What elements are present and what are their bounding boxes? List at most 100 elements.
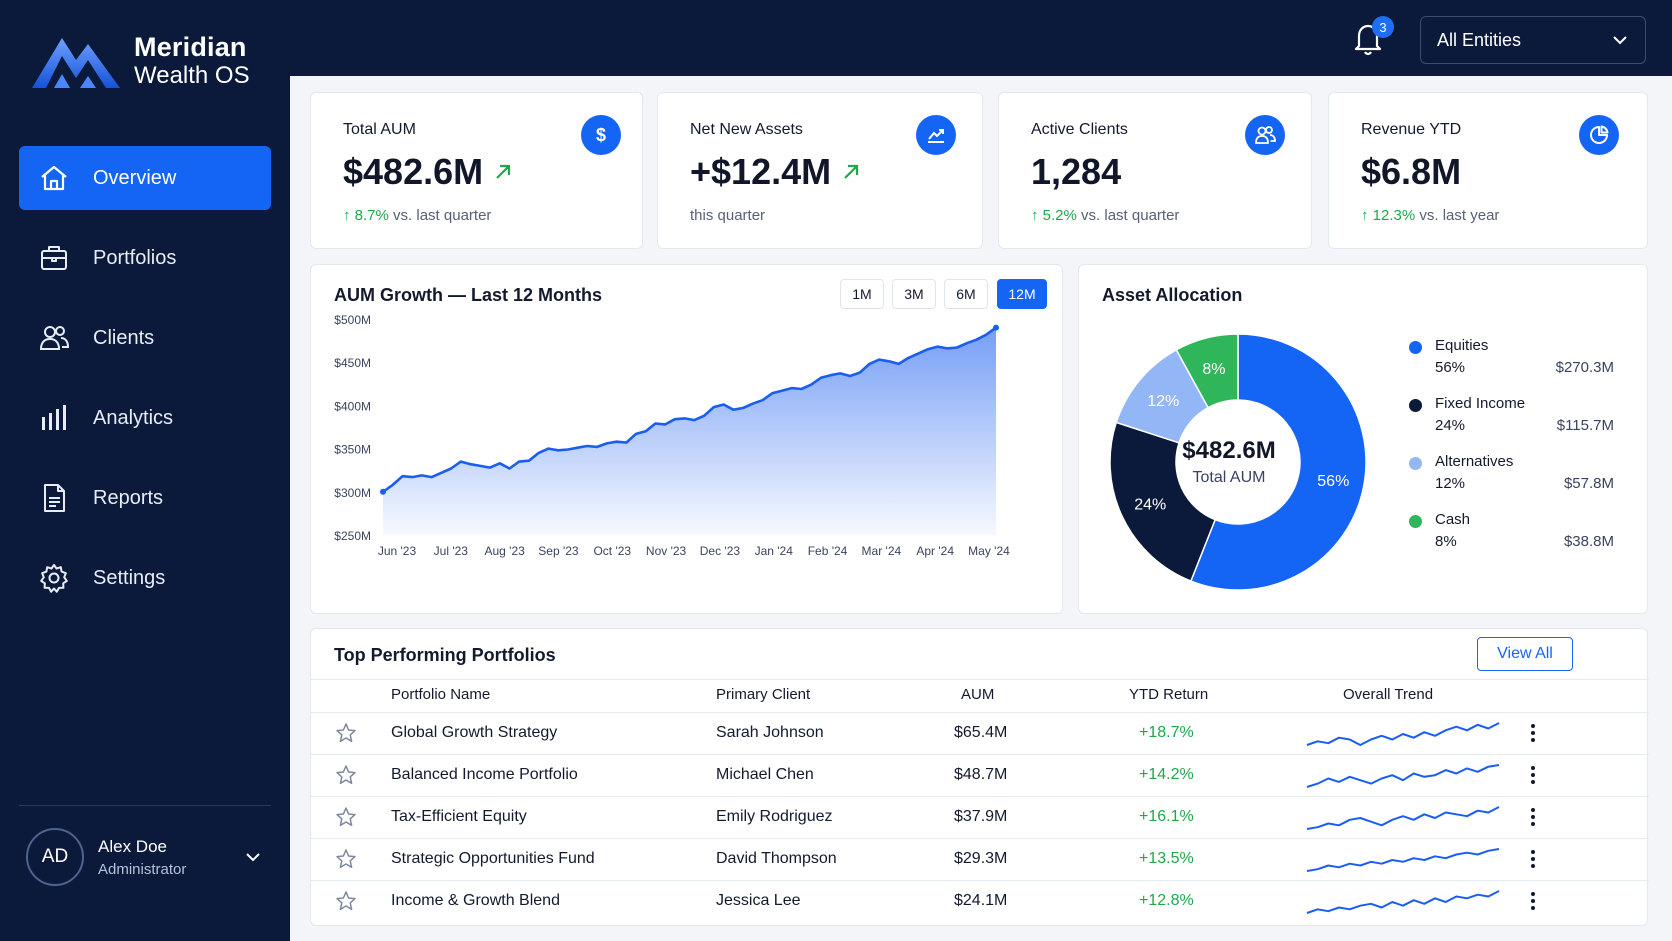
donut-slice-label: 56%	[1317, 473, 1349, 490]
sidebar-item-analytics[interactable]: Analytics	[19, 386, 271, 450]
column-header-primary-client[interactable]: Primary Client	[716, 686, 811, 703]
kpi-change: ↑ 5.2% vs. last quarter	[1031, 207, 1180, 224]
table-row[interactable]: Income & Growth Blend Jessica Lee $24.1M +1…	[311, 880, 1649, 921]
sidebar-item-portfolios[interactable]: Portfolios	[19, 226, 271, 290]
notification-badge: 3	[1372, 16, 1394, 38]
aum-series-line	[382, 326, 997, 493]
aum-growth-chart: $500M $450M $400M $350M $300M $250M Jun '23 Jul…	[334, 313, 1010, 558]
legend-amount: $270.3M	[1555, 359, 1614, 376]
x-tick-label: Dec '23	[700, 544, 741, 558]
portfolio-name[interactable]: Tax-Efficient Equity	[391, 808, 527, 825]
more-options-icon[interactable]	[1523, 805, 1543, 829]
star-icon[interactable]	[335, 890, 357, 912]
range-button-12m[interactable]: 12M	[997, 279, 1047, 309]
table-row[interactable]: Balanced Income Portfolio Michael Chen $48…	[311, 754, 1649, 795]
kpi-card-total-aum: Total AUM $482.6M ↑ 8.7% vs. last quarte…	[310, 92, 643, 249]
legend-name: Fixed Income	[1435, 395, 1526, 412]
aum-area-fill	[383, 327, 996, 535]
kpi-change: ↑ 12.3% vs. last year	[1361, 207, 1500, 224]
entity-select[interactable]: All Entities	[1420, 16, 1646, 64]
ytd-return: +13.5%	[1139, 850, 1194, 867]
kpi-icon: $	[581, 115, 621, 155]
ytd-return: +12.8%	[1139, 892, 1194, 909]
user-menu[interactable]: AD Alex Doe Administrator	[26, 827, 271, 887]
donut-center-label: Total AUM	[1192, 469, 1266, 486]
aum-value: $48.7M	[954, 766, 1008, 783]
sidebar-item-label: Analytics	[93, 406, 174, 429]
sidebar-item-reports[interactable]: Reports	[19, 466, 271, 530]
sidebar-item-label: Clients	[93, 326, 155, 349]
users-icon	[39, 326, 69, 350]
aum-value: $29.3M	[954, 850, 1008, 867]
table-row[interactable]: Strategic Opportunities Fund David Thomps…	[311, 838, 1649, 879]
donut-slice	[1189, 333, 1367, 591]
more-options-icon[interactable]	[1523, 847, 1543, 871]
kpi-value-text: $6.8M	[1361, 151, 1462, 192]
more-options-icon[interactable]	[1523, 763, 1543, 787]
aum-value: $24.1M	[954, 892, 1008, 909]
brand[interactable]: Meridian Wealth OS	[30, 32, 250, 90]
sparkline-path	[1306, 722, 1500, 746]
range-button-1m[interactable]: 1M	[840, 279, 884, 309]
sidebar-item-overview[interactable]: Overview	[19, 146, 271, 210]
asset-allocation-donut: 56% 24% 12% 8%	[1109, 333, 1367, 591]
star-icon[interactable]	[335, 764, 357, 786]
x-tick-label: Apr '24	[916, 544, 954, 558]
x-tick-label: Jun '23	[378, 544, 417, 558]
kpi-title: Total AUM	[343, 121, 416, 138]
kpi-value-text: 1,284	[1031, 151, 1122, 192]
legend-amount: $38.8M	[1563, 533, 1614, 550]
kpi-change-value: 8.7%	[354, 207, 389, 224]
column-header-ytd-return[interactable]: YTD Return	[1129, 686, 1209, 703]
star-icon[interactable]	[335, 722, 357, 744]
aum-growth-panel: AUM Growth — Last 12 Months 1M 3M 6M 12M…	[310, 264, 1063, 614]
mountain-logo-icon	[32, 38, 120, 88]
y-tick-label: $500M	[334, 313, 371, 327]
x-tick-label: May '24	[968, 544, 1010, 558]
bar-chart-icon	[42, 405, 66, 430]
portfolio-name[interactable]: Strategic Opportunities Fund	[391, 850, 595, 867]
donut-slice	[1109, 421, 1217, 582]
home-icon	[41, 165, 67, 191]
briefcase-icon	[41, 246, 67, 270]
star-icon[interactable]	[335, 806, 357, 828]
x-tick-label: Jul '23	[434, 544, 469, 558]
gear-icon	[40, 564, 68, 593]
column-header-portfolio-name[interactable]: Portfolio Name	[391, 686, 491, 703]
user-name: Alex Doe	[98, 836, 167, 856]
legend-dot	[1409, 399, 1422, 412]
kpi-title: Net New Assets	[690, 121, 803, 138]
legend-percent: 8%	[1435, 533, 1457, 550]
kpi-icon	[916, 115, 956, 155]
portfolio-name[interactable]: Global Growth Strategy	[391, 724, 558, 741]
portfolio-name[interactable]: Income & Growth Blend	[391, 892, 560, 909]
users-icon	[1255, 126, 1276, 144]
range-button-6m[interactable]: 6M	[944, 279, 988, 309]
table-row[interactable]: Global Growth Strategy Sarah Johnson $65.4…	[311, 712, 1649, 753]
more-options-icon[interactable]	[1523, 889, 1543, 913]
column-header-overall-trend[interactable]: Overall Trend	[1343, 686, 1434, 703]
primary-client: Michael Chen	[716, 766, 814, 783]
kpi-change-text: vs. last year	[1419, 207, 1500, 224]
chevron-down-icon[interactable]	[243, 847, 263, 867]
chevron-down-icon	[1613, 36, 1627, 45]
view-all-button[interactable]: View All	[1477, 637, 1573, 671]
sidebar-item-settings[interactable]: Settings	[19, 546, 271, 610]
sidebar-item-clients[interactable]: Clients	[19, 306, 271, 370]
star-icon[interactable]	[335, 848, 357, 870]
asset-allocation-panel: Asset Allocation 56% 24% 12% 8% $482.6M Tot…	[1078, 264, 1648, 614]
divider	[311, 679, 1649, 680]
svg-text:$: $	[596, 125, 606, 145]
more-options-icon[interactable]	[1523, 721, 1543, 745]
kpi-value: $482.6M	[343, 151, 513, 193]
portfolio-name[interactable]: Balanced Income Portfolio	[391, 766, 578, 783]
kpi-change-text: this quarter	[690, 207, 766, 224]
notifications-button[interactable]: 3	[1350, 16, 1394, 64]
aum-start-point	[380, 488, 386, 495]
range-button-3m[interactable]: 3M	[892, 279, 936, 309]
sparkline-path	[1306, 848, 1500, 872]
column-header-aum[interactable]: AUM	[961, 686, 995, 703]
entity-select-value: All Entities	[1437, 29, 1522, 50]
table-row[interactable]: Tax-Efficient Equity Emily Rodriguez $37.9…	[311, 796, 1649, 837]
kpi-change-text: vs. last quarter	[1081, 207, 1180, 224]
